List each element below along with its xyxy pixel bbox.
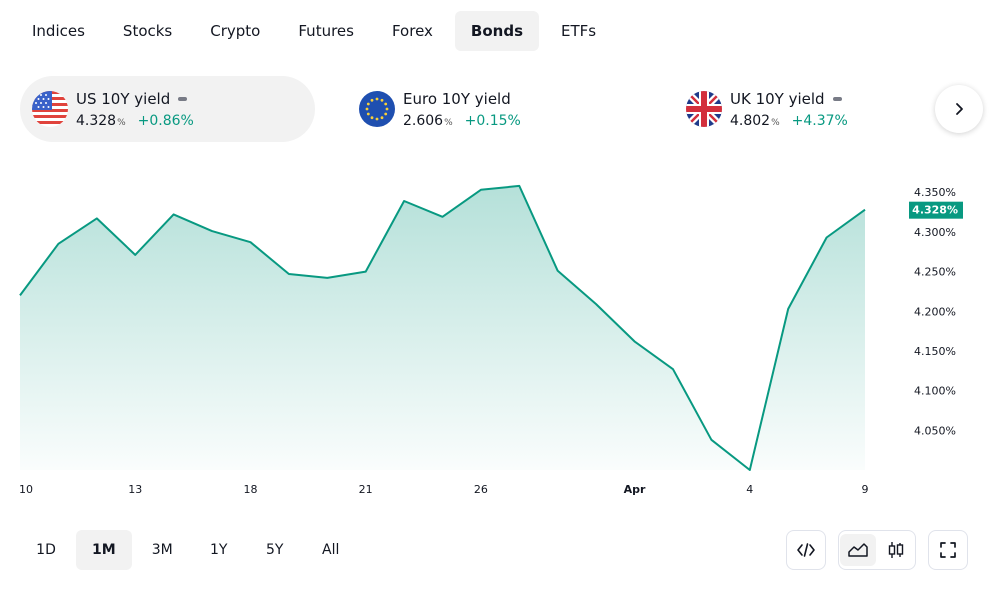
- range-selector: 1D 1M 3M 1Y 5Y All: [20, 530, 357, 570]
- card-change: +4.37%: [791, 112, 848, 129]
- x-tick-label: 13: [128, 483, 142, 496]
- last-value-badge: 4.328%: [909, 201, 963, 219]
- card-unit: %: [444, 117, 453, 128]
- card-change: +0.15%: [464, 112, 521, 129]
- range-1d[interactable]: 1D: [36, 542, 56, 558]
- tab-etfs[interactable]: ETFs: [561, 22, 597, 40]
- eu-flag-icon: [359, 91, 395, 127]
- x-tick-label: 10: [19, 483, 33, 496]
- uk-flag-icon: [686, 91, 722, 127]
- status-dash-icon: [832, 96, 842, 101]
- x-tick-label: 4: [746, 483, 753, 496]
- y-tick-label: 4.350%: [914, 186, 956, 199]
- fullscreen-icon: [940, 542, 956, 558]
- card-euro-10y[interactable]: Euro 10Y yield 2.606% +0.15%: [347, 76, 642, 142]
- card-name: UK 10Y yield: [730, 89, 825, 108]
- status-dash-icon: [178, 96, 188, 101]
- y-tick-label: 4.100%: [914, 385, 956, 398]
- tab-indices[interactable]: Indices: [32, 22, 85, 40]
- x-tick-label: 18: [243, 483, 257, 496]
- area-chart-button[interactable]: [840, 534, 876, 566]
- y-tick-label: 4.300%: [914, 226, 956, 239]
- series-line: [19, 184, 866, 471]
- x-tick-label: 26: [474, 483, 488, 496]
- x-tick-label: 21: [359, 483, 373, 496]
- card-value: 4.802: [730, 112, 771, 129]
- tab-forex[interactable]: Forex: [391, 22, 433, 40]
- x-tick-label: 9: [862, 483, 869, 496]
- embed-button[interactable]: [786, 530, 826, 570]
- us-flag-icon: [32, 91, 68, 127]
- card-unit: %: [117, 117, 126, 128]
- range-1m[interactable]: 1M: [76, 530, 132, 570]
- y-tick-label: 4.050%: [914, 424, 956, 437]
- tab-stocks[interactable]: Stocks: [122, 22, 173, 40]
- chevron-right-icon: [956, 103, 963, 115]
- range-5y[interactable]: 5Y: [265, 542, 284, 558]
- y-tick-label: 4.250%: [914, 266, 956, 279]
- market-tabs: Indices Stocks Crypto Futures Forex Bond…: [16, 11, 612, 51]
- x-tick-label: Apr: [624, 483, 646, 496]
- card-unit: %: [771, 117, 780, 128]
- card-value: 4.328: [76, 112, 117, 129]
- tab-futures[interactable]: Futures: [298, 22, 354, 40]
- card-name: Euro 10Y yield: [403, 89, 511, 108]
- area-fill: [20, 185, 865, 470]
- yield-chart[interactable]: 10 13 18 21 26 Apr 4 9 4.350% 4.300% 4.250% 4.200%…: [0, 170, 991, 500]
- card-value: 2.606: [403, 112, 444, 129]
- range-all[interactable]: All: [322, 542, 340, 558]
- last-value-label: 4.328%: [912, 204, 958, 217]
- card-name: US 10Y yield: [76, 89, 171, 108]
- y-tick-label: 4.200%: [914, 305, 956, 318]
- tab-crypto[interactable]: Crypto: [210, 22, 261, 40]
- y-tick-label: 4.150%: [914, 345, 956, 358]
- bond-cards: US 10Y yield 4.328% +0.86%: [20, 76, 991, 142]
- area-chart-icon: [848, 543, 868, 557]
- card-change: +0.86%: [137, 112, 194, 129]
- next-cards-button[interactable]: [935, 85, 983, 133]
- tab-bonds[interactable]: Bonds: [454, 11, 540, 51]
- range-1y[interactable]: 1Y: [209, 542, 228, 558]
- candles-chart-button[interactable]: [878, 534, 914, 566]
- fullscreen-button[interactable]: [928, 530, 968, 570]
- card-uk-10y[interactable]: UK 10Y yield 4.802% +4.37%: [674, 76, 969, 142]
- range-3m[interactable]: 3M: [151, 542, 173, 558]
- code-icon: [797, 543, 815, 557]
- candlestick-icon: [888, 542, 904, 558]
- chart-type-toggle: [838, 530, 916, 570]
- card-us-10y[interactable]: US 10Y yield 4.328% +0.86%: [20, 76, 315, 142]
